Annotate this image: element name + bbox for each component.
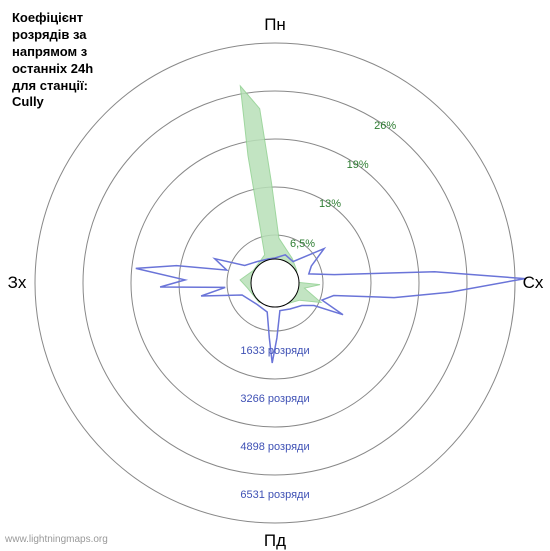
polar-chart <box>0 0 550 550</box>
compass-south: Пд <box>264 531 286 551</box>
compass-north: Пн <box>264 15 286 35</box>
count-label-1: 3266 розряди <box>240 393 309 405</box>
count-label-2: 4898 розряди <box>240 441 309 453</box>
count-label-0: 1633 розряди <box>240 345 309 357</box>
pct-label-2: 19% <box>347 159 369 171</box>
compass-east: Сх <box>523 273 544 293</box>
pct-label-0: 6,5% <box>290 238 315 250</box>
pct-label-1: 13% <box>319 198 341 210</box>
compass-west: Зх <box>8 273 27 293</box>
pct-label-3: 26% <box>374 120 396 132</box>
count-label-3: 6531 розряди <box>240 489 309 501</box>
